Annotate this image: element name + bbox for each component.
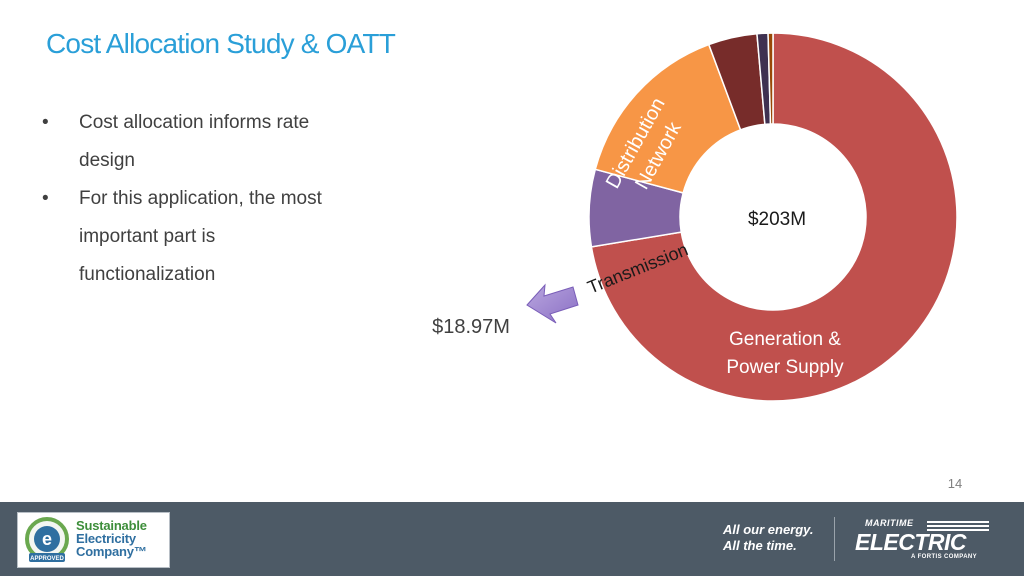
footer-bar: e APPROVED Sustainable Electricity Compa… bbox=[0, 502, 1024, 576]
bullet-item: • Cost allocation informs rate design bbox=[42, 104, 342, 180]
svg-text:e: e bbox=[42, 529, 52, 549]
donut-slices bbox=[588, 32, 958, 402]
bullet-item: • For this application, the most importan… bbox=[42, 180, 342, 294]
slide-title: Cost Allocation Study & OATT bbox=[46, 28, 396, 59]
tagline: All our energy. All the time. bbox=[723, 522, 814, 554]
sec-logo-line: Sustainable bbox=[76, 518, 147, 533]
generation-label-line1: Generation & bbox=[729, 329, 841, 350]
bullet-marker: • bbox=[42, 188, 49, 209]
transmission-callout-arrow bbox=[526, 283, 579, 324]
donut-slice-0 bbox=[590, 32, 958, 402]
brand-stripes-icon bbox=[927, 521, 989, 533]
tagline-line: All the time. bbox=[723, 538, 797, 553]
footer-divider bbox=[834, 517, 835, 561]
maritime-electric-logo: MARITIME ELECTRIC A FORTIS COMPANY bbox=[855, 518, 995, 562]
brand-main: ELECTRIC bbox=[855, 529, 967, 555]
tagline-line: All our energy. bbox=[723, 522, 814, 537]
sec-logo-text: Sustainable Electricity Company™ bbox=[76, 519, 147, 558]
brand-top: MARITIME bbox=[865, 518, 914, 528]
generation-label-line2: Power Supply bbox=[726, 357, 844, 378]
approved-badge-icon: e APPROVED bbox=[25, 517, 69, 562]
bullet-text: Cost allocation informs rate design bbox=[79, 112, 310, 171]
sec-logo-line: Electricity bbox=[76, 531, 136, 546]
sustainable-electricity-logo: e APPROVED Sustainable Electricity Compa… bbox=[17, 512, 170, 568]
bullet-text: For this application, the most important… bbox=[79, 188, 322, 285]
page-number: 14 bbox=[947, 476, 963, 491]
approved-badge-text: APPROVED bbox=[30, 556, 64, 562]
generation-total-label: $203M bbox=[748, 209, 806, 230]
bullet-list: • Cost allocation informs rate design • Fo… bbox=[42, 104, 342, 294]
sec-logo-line: Company™ bbox=[76, 544, 147, 559]
transmission-total-label: $18.97M bbox=[432, 316, 510, 338]
donut-slice-5 bbox=[767, 32, 774, 125]
bullet-marker: • bbox=[42, 112, 49, 133]
brand-sub: A FORTIS COMPANY bbox=[911, 554, 978, 560]
